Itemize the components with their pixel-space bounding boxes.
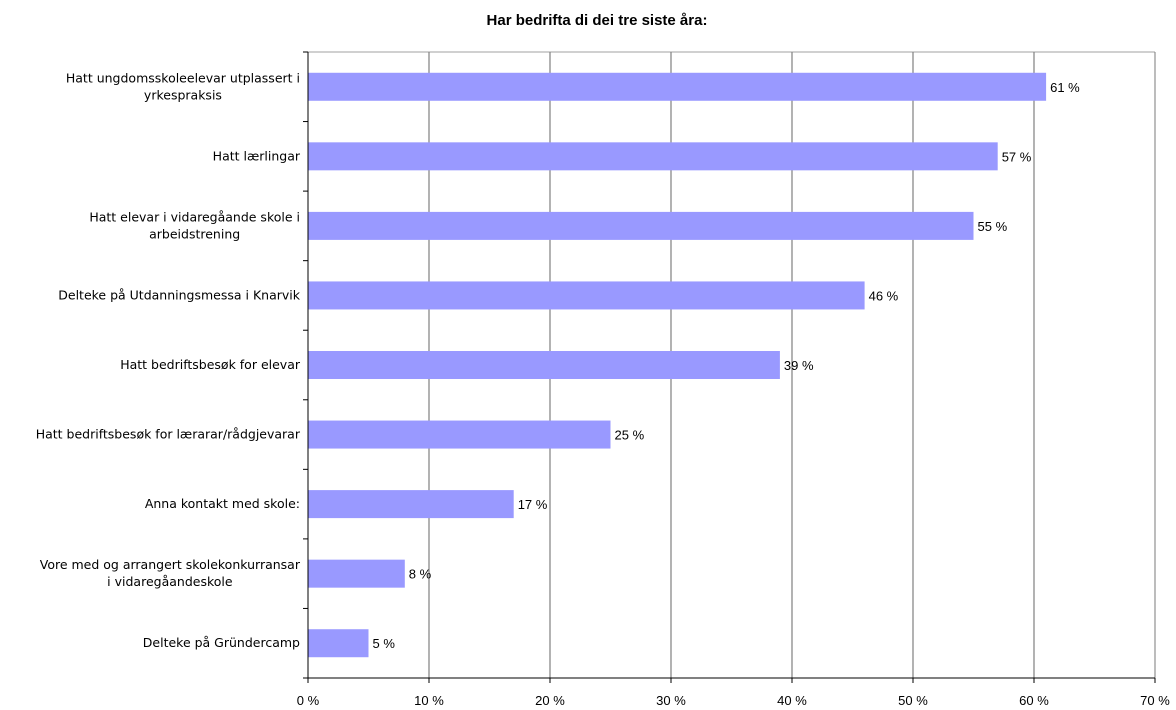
x-tick-label: 0 %	[297, 693, 320, 708]
category-label-line: yrkespraksis	[144, 87, 222, 102]
x-tick-label: 70 %	[1140, 693, 1170, 708]
category-label-line: i vidaregåandeskole	[107, 574, 233, 589]
data-label-7: 8 %	[409, 567, 432, 582]
bar-4	[308, 351, 780, 379]
labels: 0 % 10 % 20 % 30 % 40 % 50 % 60 % 70 % 61 % Hatt …	[36, 70, 1171, 708]
x-tick-label: 40 %	[777, 693, 807, 708]
category-label-line: Anna kontakt med skole:	[145, 496, 300, 511]
category-label-line: Delteke på Utdanningsmessa i Knarvik	[58, 287, 300, 302]
category-label-8: Delteke på Gründercamp	[143, 635, 300, 650]
bar-2	[308, 211, 974, 240]
bar-0	[308, 72, 1047, 101]
category-label-3: Delteke på Utdanningsmessa i Knarvik	[58, 287, 300, 302]
x-tick-label: 60 %	[1019, 693, 1049, 708]
category-label-4: Hatt bedriftsbesøk for elevar	[120, 357, 301, 372]
category-label-line: Hatt lærlingar	[213, 148, 301, 163]
data-label-0: 61 %	[1050, 80, 1080, 95]
category-label-line: Hatt ungdomsskoleelevar utplassert i	[66, 70, 300, 85]
chart-title: Har bedrifta di dei tre siste åra:	[487, 12, 708, 29]
data-label-2: 55 %	[978, 219, 1008, 234]
data-label-6: 17 %	[518, 497, 548, 512]
bar-7	[308, 559, 405, 588]
data-label-3: 46 %	[869, 288, 899, 303]
data-label-5: 25 %	[615, 428, 645, 443]
data-label-4: 39 %	[784, 358, 814, 373]
bar-5	[308, 420, 611, 449]
data-label-8: 5 %	[373, 636, 396, 651]
x-tick-label: 30 %	[656, 693, 686, 708]
data-label-1: 57 %	[1002, 149, 1032, 164]
x-tick-label: 50 %	[898, 693, 928, 708]
category-label-line: arbeidstrening	[149, 226, 240, 241]
category-label-7: Vore med og arrangert skolekonkurransar i…	[40, 557, 301, 589]
category-label-1: Hatt lærlingar	[213, 148, 301, 163]
x-tick-label: 10 %	[414, 693, 444, 708]
bar-1	[308, 142, 998, 171]
axes	[303, 51, 1156, 683]
category-label-0: Hatt ungdomsskoleelevar utplassert i yrke…	[66, 70, 300, 102]
bars	[308, 72, 1047, 658]
category-label-2: Hatt elevar i vidaregåande skole i arbeid…	[89, 209, 300, 241]
category-label-line: Hatt bedriftsbesøk for lærarar/rådgjevar…	[36, 427, 301, 442]
bar-8	[308, 629, 369, 658]
bar-3	[308, 281, 865, 310]
category-label-line: Delteke på Gründercamp	[143, 635, 300, 650]
category-label-line: Vore med og arrangert skolekonkurransar	[40, 557, 301, 572]
bar-6	[308, 490, 514, 519]
x-tick-label: 20 %	[535, 693, 565, 708]
category-label-6: Anna kontakt med skole:	[145, 496, 300, 511]
category-label-line: Hatt bedriftsbesøk for elevar	[120, 357, 301, 372]
category-label-line: Hatt elevar i vidaregåande skole i	[89, 209, 300, 224]
category-label-5: Hatt bedriftsbesøk for lærarar/rådgjevar…	[36, 427, 301, 442]
